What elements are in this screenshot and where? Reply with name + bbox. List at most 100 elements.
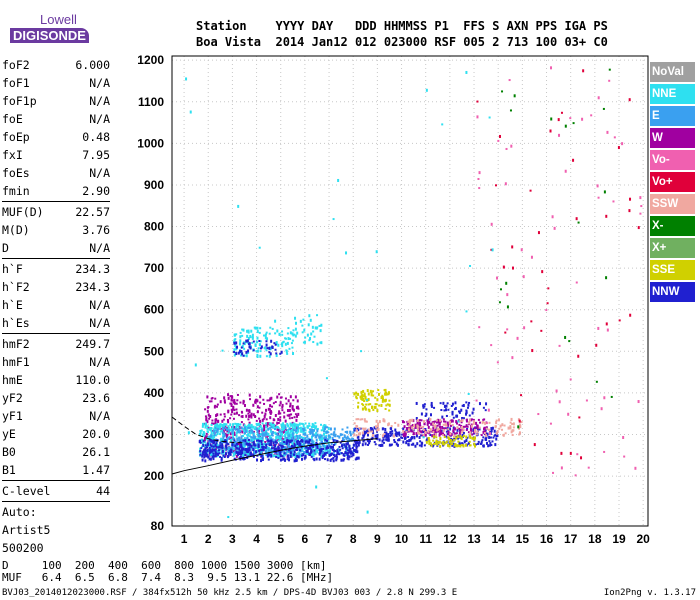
data-point: [240, 446, 243, 449]
data-point: [301, 449, 304, 453]
data-point: [283, 453, 286, 457]
data-point: [284, 342, 287, 346]
data-point: [295, 428, 298, 432]
data-point: [280, 396, 283, 399]
data-point: [455, 436, 458, 440]
data-point: [255, 427, 258, 431]
data-point: [461, 419, 464, 423]
data-point: [281, 458, 284, 461]
data-point: [203, 437, 206, 440]
data-point: [241, 328, 244, 331]
param-value: 234.3: [75, 280, 110, 294]
data-point: [458, 410, 461, 413]
data-point: [265, 451, 268, 454]
data-point: [290, 423, 293, 427]
data-point: [445, 430, 448, 433]
data-point: [324, 438, 327, 441]
param-name: h`Es: [2, 316, 30, 330]
x-tick-label: 20: [636, 532, 650, 546]
param-name: foE: [2, 112, 23, 126]
data-point: [560, 451, 563, 455]
data-point: [523, 326, 526, 330]
data-point: [421, 442, 424, 445]
data-point: [301, 331, 304, 334]
data-point: [426, 437, 429, 440]
data-point: [211, 419, 214, 422]
data-point: [229, 451, 232, 455]
data-point: [292, 408, 295, 412]
data-point: [429, 442, 432, 446]
data-point: [346, 454, 349, 458]
data-point: [208, 446, 211, 449]
data-point: [227, 420, 230, 424]
data-point: [311, 454, 314, 458]
param-row: D N/A: [2, 239, 110, 257]
data-point: [465, 438, 468, 442]
data-point: [567, 412, 570, 416]
data-point: [332, 459, 335, 463]
data-point: [256, 449, 259, 453]
data-point: [273, 454, 276, 457]
data-point: [372, 432, 375, 435]
data-point: [569, 117, 572, 120]
data-point: [428, 417, 431, 421]
data-point: [432, 430, 435, 433]
data-point: [233, 401, 236, 405]
data-point: [468, 401, 471, 404]
data-point: [262, 445, 265, 448]
data-point: [270, 451, 273, 454]
data-point: [324, 426, 327, 429]
data-point: [247, 455, 250, 458]
data-point: [268, 434, 271, 438]
data-point: [344, 430, 347, 433]
data-point: [402, 429, 405, 433]
data-point: [388, 409, 391, 412]
data-point: [462, 444, 465, 448]
data-point: [251, 436, 254, 439]
data-point: [385, 404, 388, 407]
data-point: [257, 443, 260, 447]
data-point: [476, 430, 479, 434]
data-point: [418, 444, 421, 447]
data-point: [239, 430, 242, 433]
data-point: [344, 451, 347, 455]
data-point: [425, 440, 428, 444]
data-point: [447, 430, 450, 434]
data-point: [306, 445, 309, 449]
data-point: [449, 432, 452, 436]
data-point: [246, 341, 249, 344]
data-point: [422, 430, 425, 434]
data-point: [501, 90, 504, 93]
data-point: [357, 405, 360, 409]
data-point: [333, 431, 336, 434]
data-point: [374, 396, 377, 399]
data-point: [291, 426, 294, 430]
data-point: [222, 438, 225, 442]
data-point: [465, 401, 468, 404]
data-point: [376, 435, 379, 438]
data-point: [442, 441, 445, 445]
data-point: [428, 442, 431, 446]
data-point: [352, 443, 355, 447]
legend-item-vo-: Vo+: [650, 172, 695, 192]
data-point: [483, 427, 486, 431]
muf-row: MUF 6.4 6.5 6.8 7.4 8.3 9.5 13.1 22.6 [M…: [2, 571, 334, 584]
data-point: [496, 429, 499, 433]
data-point: [382, 419, 385, 422]
data-point: [266, 455, 269, 458]
data-point: [472, 422, 475, 425]
param-value: 6.000: [75, 58, 110, 72]
data-point: [419, 426, 422, 429]
data-point: [262, 398, 265, 401]
data-point: [249, 448, 252, 452]
data-point: [357, 435, 360, 439]
data-point: [423, 405, 426, 408]
logo-lowell: Lowell: [40, 12, 77, 27]
data-point: [346, 435, 349, 439]
data-point: [285, 451, 288, 455]
data-point: [572, 122, 575, 125]
data-point: [308, 440, 311, 444]
data-point: [223, 413, 226, 416]
data-point: [436, 424, 439, 427]
